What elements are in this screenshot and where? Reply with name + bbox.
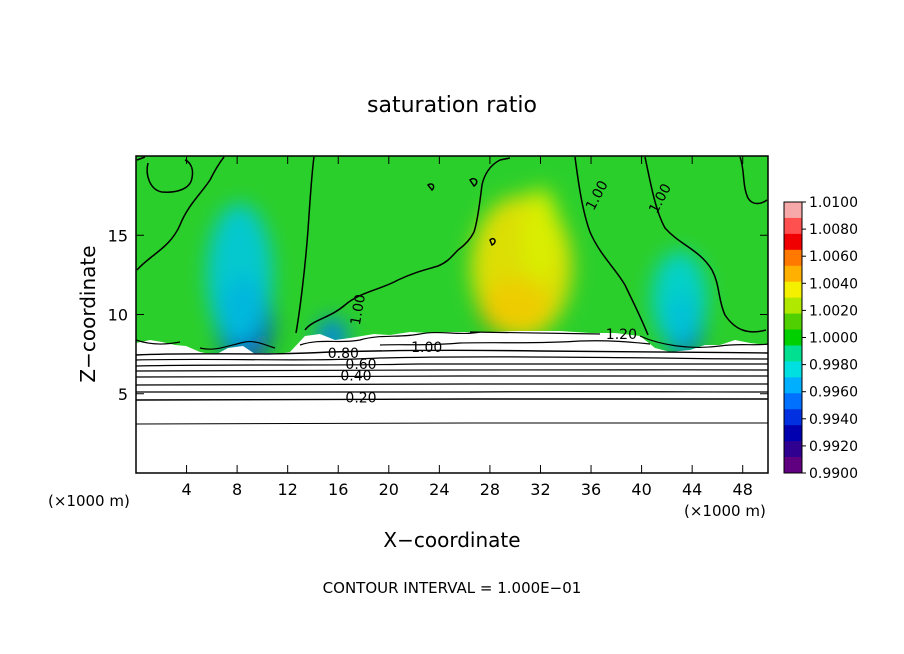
x-tick-label-1: 8 <box>232 480 242 499</box>
colorbar-label-7: 0.9960 <box>809 385 858 401</box>
x-tick-label-9: 40 <box>631 480 651 499</box>
x-tick-label-11: 48 <box>733 480 753 499</box>
contour-label-6: 0.60 <box>345 357 376 373</box>
colorbar-swatch-16 <box>784 457 802 474</box>
x-tick-label-3: 16 <box>328 480 348 499</box>
colorbar-swatch-13 <box>784 409 802 426</box>
y-tick-label-0: 5 <box>118 385 128 404</box>
colorbar-label-1: 1.0080 <box>809 222 858 238</box>
colorbar-swatch-15 <box>784 441 802 458</box>
x-tick-label-4: 20 <box>379 480 399 499</box>
colorbar-swatch-2 <box>784 233 802 251</box>
colorbar-label-0: 1.0100 <box>809 195 858 211</box>
chart-title: saturation ratio <box>367 93 537 118</box>
colorbar-swatch-4 <box>784 265 802 283</box>
contour-label-text-4: 1.00 <box>411 340 442 356</box>
contour-label-5: 0.80 <box>328 346 359 362</box>
colorbar-label-4: 1.0020 <box>809 303 858 319</box>
colorbar-swatch-9 <box>784 345 802 362</box>
contour-label-text-6: 0.60 <box>345 357 376 373</box>
contour-label-3: 1.20 <box>606 327 637 343</box>
x-tick-label-5: 24 <box>429 480 449 499</box>
colorbar: 1.0100 1.0080 1.0060 1.0040 1.0020 1.0000 0.99… <box>783 195 858 482</box>
colorbar-label-5: 1.0000 <box>809 331 858 347</box>
contour-label-text-7: 0.40 <box>340 368 371 384</box>
field-blob-7 <box>521 187 560 283</box>
colorbar-swatch-5 <box>784 281 802 299</box>
upper-contours <box>136 156 768 336</box>
y-axis-ticks: 5 10 15 <box>108 226 768 404</box>
colorbar-swatch-3 <box>784 249 802 267</box>
colorbar-label-3: 1.0040 <box>809 276 858 292</box>
contour-label-text-5: 0.80 <box>328 346 359 362</box>
plot-area: 1.00 1.001.001.201.000.800.600.400.20 <box>136 156 768 473</box>
colorbar-swatch-1 <box>784 217 802 235</box>
contour-label-7: 0.40 <box>340 368 371 384</box>
lower-contours <box>136 331 768 425</box>
colorbar-label-10: 0.9900 <box>809 466 858 482</box>
x-tick-label-0: 4 <box>181 480 191 499</box>
y-tick-label-1: 10 <box>108 306 128 325</box>
colorbar-swatch-14 <box>784 425 802 442</box>
colorbar-label-8: 0.9940 <box>809 412 858 428</box>
colorbar-swatch-12 <box>784 393 802 410</box>
colorbar-label-9: 0.9920 <box>809 439 858 455</box>
colorbar-swatch-6 <box>784 297 802 315</box>
x-tick-label-8: 36 <box>581 480 601 499</box>
colorbar-swatch-7 <box>784 313 802 331</box>
colorbar-swatch-8 <box>784 329 802 346</box>
colorbar-label-6: 0.9980 <box>809 358 858 374</box>
colorbar-swatch-10 <box>784 361 802 378</box>
contour-label-text-3: 1.20 <box>606 327 637 343</box>
contour-interval-note: CONTOUR INTERVAL = 1.000E−01 <box>323 579 582 597</box>
y-axis-title: Z−coordinate <box>76 245 100 382</box>
x-tick-label-6: 28 <box>480 480 500 499</box>
contour-label-2: 1.00 <box>348 293 369 326</box>
colorbar-swatch-11 <box>784 377 802 394</box>
x-unit-right: (×1000 m) <box>684 502 766 520</box>
contour-label-4: 1.00 <box>411 340 442 356</box>
contour-label-8: 0.20 <box>345 391 376 407</box>
contour-label-text-8: 0.20 <box>345 391 376 407</box>
x-tick-label-7: 32 <box>530 480 550 499</box>
x-axis-ticks: 4 8 12 16 20 24 28 32 36 40 44 48 <box>181 156 753 499</box>
lower-white-region <box>136 331 768 473</box>
x-tick-label-2: 12 <box>278 480 298 499</box>
colorbar-label-2: 1.0060 <box>809 249 858 265</box>
y-tick-label-2: 15 <box>108 226 128 245</box>
x-axis-title: X−coordinate <box>383 528 520 552</box>
field-blob-1 <box>206 203 273 347</box>
colorbar-swatch-0 <box>784 202 802 219</box>
x-tick-label-10: 44 <box>682 480 702 499</box>
contour-label-text-2: 1.00 <box>348 293 369 326</box>
field-blob-3 <box>651 251 708 347</box>
x-unit-left: (×1000 m) <box>48 492 130 510</box>
